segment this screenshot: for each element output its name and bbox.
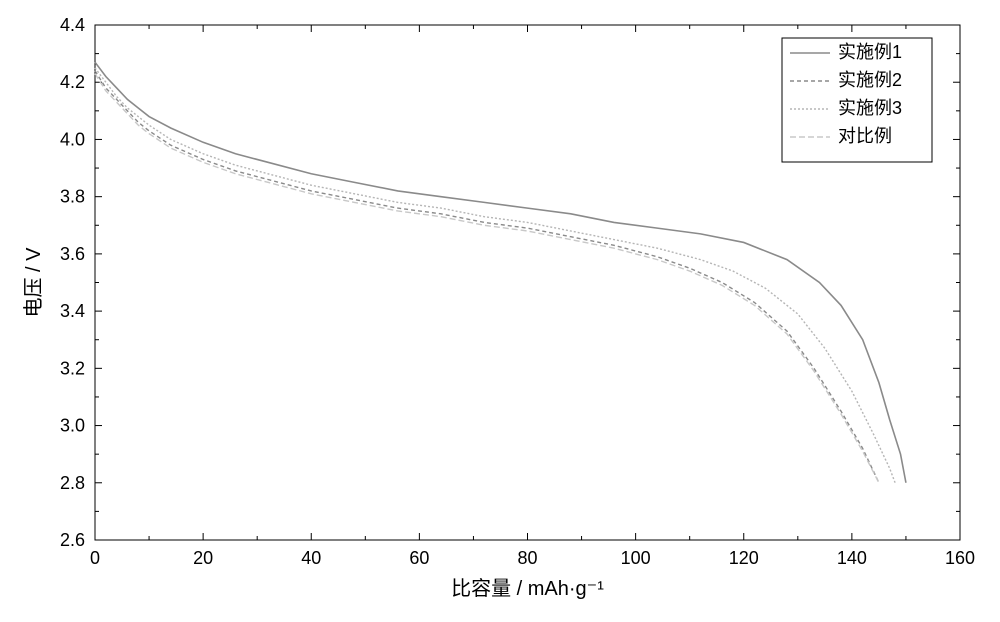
y-tick-label: 4.4 <box>60 15 85 35</box>
y-tick-label: 2.8 <box>60 473 85 493</box>
y-tick-label: 3.4 <box>60 301 85 321</box>
x-tick-label: 60 <box>409 548 429 568</box>
chart-svg: 0 20 40 60 80 100 120 140 160 2.6 2.8 3.0 3.2 3.4 3.6 3… <box>0 0 1000 622</box>
series-1 <box>95 71 879 483</box>
legend-label: 实施例2 <box>838 70 902 90</box>
chart-container: 0 20 40 60 80 100 120 140 160 2.6 2.8 3.0 3.2 3.4 3.6 3… <box>0 0 1000 622</box>
y-tick-label: 3.8 <box>60 187 85 207</box>
series-0 <box>95 62 906 483</box>
x-tick-label: 160 <box>945 548 975 568</box>
series-3 <box>95 74 879 483</box>
y-tick-label: 4.2 <box>60 72 85 92</box>
x-tick-label: 120 <box>729 548 759 568</box>
x-tick-label: 140 <box>837 548 867 568</box>
x-tick-label: 0 <box>90 548 100 568</box>
y-axis-title: 电压 / V <box>22 247 45 318</box>
y-tick-label: 4.0 <box>60 129 85 149</box>
legend-label: 实施例3 <box>838 98 902 118</box>
x-tick-label: 40 <box>301 548 321 568</box>
x-tick-label: 80 <box>517 548 537 568</box>
y-tick-label: 2.6 <box>60 530 85 550</box>
plot-frame <box>95 25 960 540</box>
x-axis-title: 比容量 / mAh·g⁻¹ <box>451 577 604 600</box>
y-tick-label: 3.6 <box>60 244 85 264</box>
x-tick-label: 100 <box>621 548 651 568</box>
y-tick-label: 3.2 <box>60 358 85 378</box>
legend-label: 对比例 <box>838 126 892 146</box>
legend-label: 实施例1 <box>838 42 902 62</box>
series-2 <box>95 68 895 483</box>
x-tick-label: 20 <box>193 548 213 568</box>
y-tick-label: 3.0 <box>60 416 85 436</box>
